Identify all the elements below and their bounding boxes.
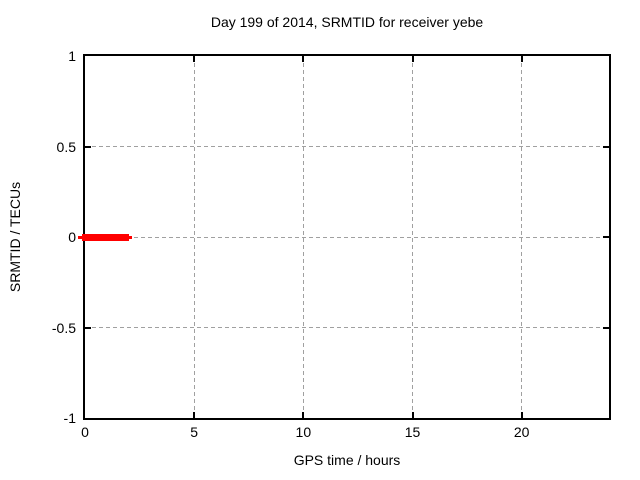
y-tick-right-0 [603, 236, 609, 238]
data-series-srmtid [82, 233, 129, 241]
y-tick-label-0.5: 0.5 [56, 138, 76, 155]
x-tick-label-5: 5 [190, 424, 199, 440]
x-tick-bottom-5 [193, 412, 196, 418]
gridline-y--0.5 [85, 327, 609, 328]
y-tick-left--0.5 [85, 326, 91, 329]
y-tick-right-0.5 [603, 145, 609, 148]
x-tick-top-20 [520, 56, 523, 62]
x-axis-label: GPS time / hours [293, 452, 401, 468]
x-tick-top-10 [302, 56, 305, 62]
y-tick-right--0.5 [603, 326, 609, 329]
x-tick-label-0: 0 [81, 424, 89, 440]
x-tick-label-10: 10 [295, 424, 312, 440]
x-tick-top-15 [411, 56, 414, 62]
y-tick-label-1: 1 [68, 48, 76, 64]
chart-title: Day 199 of 2014, SRMTID for receiver yeb… [210, 14, 484, 30]
x-tick-bottom-15 [411, 412, 414, 418]
x-tick-top-5 [193, 56, 196, 62]
x-tick-label-15: 15 [404, 424, 421, 440]
y-tick-label--1: -1 [63, 410, 76, 426]
gridline-y-0.5 [85, 146, 609, 147]
x-tick-label-20: 20 [513, 424, 530, 440]
y-tick-label-0: 0 [68, 229, 76, 245]
gridline-y-0 [85, 236, 609, 238]
x-tick-bottom-20 [520, 412, 523, 418]
y-tick-label--0.5: -0.5 [51, 319, 76, 336]
y-tick-left-0.5 [85, 145, 91, 148]
plot-area [78, 54, 611, 420]
x-tick-bottom-10 [302, 412, 305, 418]
